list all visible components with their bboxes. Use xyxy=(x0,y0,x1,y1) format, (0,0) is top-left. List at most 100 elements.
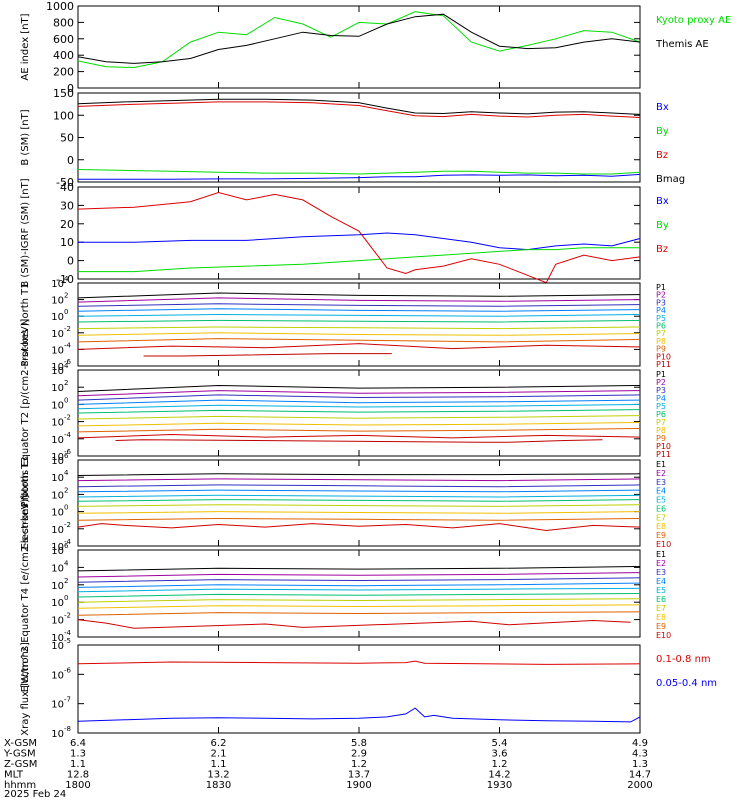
legend-entry: E2 xyxy=(656,559,666,568)
y-tick-label: 10 xyxy=(51,473,64,484)
y-tick-label-exponent: -2 xyxy=(64,325,71,333)
legend-entry: P11 xyxy=(656,450,671,459)
series-line xyxy=(77,504,641,507)
legend-entry: E4 xyxy=(656,487,666,496)
series-line xyxy=(77,566,641,572)
series-line xyxy=(77,587,641,593)
legend-entry: E8 xyxy=(656,613,666,622)
y-tick-label: 10 xyxy=(51,345,64,356)
x-axis-tick-label: 2000 xyxy=(627,780,652,791)
legend-entry: P3 xyxy=(656,386,666,395)
legend-entry: E4 xyxy=(656,577,666,586)
series-line xyxy=(77,394,641,401)
legend-entry: P11 xyxy=(656,360,671,369)
x-axis-tick-label: 13.7 xyxy=(348,770,370,781)
y-tick-label: 10 xyxy=(51,279,64,290)
y-tick-label: 10 xyxy=(51,418,64,429)
y-tick-label: 150 xyxy=(53,87,74,100)
x-axis-tick-label: 5.8 xyxy=(351,738,367,749)
series-line xyxy=(77,319,641,323)
x-axis-tick-label: 1.1 xyxy=(70,759,86,770)
y-tick-label-exponent: 0 xyxy=(64,396,68,404)
legend-entry: P2 xyxy=(656,378,666,387)
date-label: 2025 Feb 24 xyxy=(4,789,66,800)
y-tick-label-exponent: -4 xyxy=(64,538,72,546)
x-axis-row-label: Z-GSM xyxy=(4,759,37,770)
series-line xyxy=(77,191,641,284)
series-line xyxy=(78,173,641,180)
series-line xyxy=(77,303,641,307)
legend-entry: E5 xyxy=(656,586,666,595)
panel-frame xyxy=(77,459,641,547)
y-tick-label: 10 xyxy=(51,633,64,644)
x-axis-row-label: Y-GSM xyxy=(3,749,36,760)
y-tick-label: 10 xyxy=(51,329,64,340)
series-line xyxy=(77,517,641,521)
series-line xyxy=(77,399,641,405)
series-line xyxy=(77,511,641,514)
series-line xyxy=(77,292,641,299)
y-axis-label: B (SM) [nT] xyxy=(20,109,31,165)
series-line xyxy=(77,343,641,350)
y-axis-label: Electrons North T3 xyxy=(20,456,31,549)
legend-entry: 0.1-0.8 nm xyxy=(656,654,711,665)
legend-entry: P1 xyxy=(656,283,666,292)
y-tick-label: 10 xyxy=(51,700,64,711)
y-tick-label-exponent: -5 xyxy=(64,637,71,645)
y-tick-label-exponent: -6 xyxy=(64,448,72,456)
legend-entry: E9 xyxy=(656,622,666,631)
y-tick-label-exponent: 0 xyxy=(64,308,68,316)
y-tick-label: 40 xyxy=(60,181,74,194)
series-line xyxy=(78,247,640,273)
y-tick-label: 10 xyxy=(51,490,64,501)
y-tick-label: 10 xyxy=(51,581,64,592)
legend-entry: E7 xyxy=(656,604,666,613)
legend-entry: E3 xyxy=(656,568,666,577)
x-axis-tick-label: 14.7 xyxy=(629,770,651,781)
legend-entry: P4 xyxy=(656,394,666,403)
y-tick-label: 400 xyxy=(53,49,74,62)
y-tick-label-exponent: -4 xyxy=(64,431,72,439)
x-axis-tick-label: 5.4 xyxy=(492,738,508,749)
x-axis-tick-label: 1900 xyxy=(346,780,371,791)
y-tick-label: 800 xyxy=(53,16,74,29)
y-tick-label: 10 xyxy=(51,670,64,681)
legend-entry: E10 xyxy=(656,631,671,640)
x-axis-tick-label: 1800 xyxy=(65,780,90,791)
x-axis-row-label: MLT xyxy=(4,770,24,781)
y-tick-label: 10 xyxy=(51,383,64,394)
panel-frame xyxy=(77,549,641,638)
y-tick-label: 0 xyxy=(67,154,74,167)
y-tick-label-exponent: 0 xyxy=(64,504,68,512)
x-axis-row-label: hhmm xyxy=(4,780,36,791)
panel-frame xyxy=(77,369,641,457)
y-tick-label: 10 xyxy=(51,563,64,574)
y-tick-label: 10 xyxy=(51,296,64,307)
x-axis-tick-label: 12.8 xyxy=(67,770,89,781)
y-tick-label-exponent: 0 xyxy=(64,594,68,602)
series-line xyxy=(77,384,641,392)
y-tick-label-exponent: 4 xyxy=(64,559,69,567)
series-line xyxy=(77,619,631,629)
series-line xyxy=(77,11,641,69)
legend-entry: By xyxy=(656,126,669,137)
legend-entry: Kyoto proxy AE xyxy=(656,15,731,26)
legend-entry: E1 xyxy=(656,550,666,559)
y-tick-label: 20 xyxy=(60,218,74,231)
series-line xyxy=(77,473,641,476)
y-axis-label: Electrons Equator T4 [e/(cm2-s-sr-keV)] xyxy=(20,495,31,692)
legend-entry: P2 xyxy=(656,291,666,300)
x-axis-tick-label: 14.2 xyxy=(488,770,510,781)
legend-entry: E1 xyxy=(656,460,666,469)
y-tick-label: 10 xyxy=(51,366,64,377)
y-tick-label: 200 xyxy=(53,66,74,79)
y-tick-label-exponent: 6 xyxy=(64,542,69,550)
y-tick-label: 600 xyxy=(53,33,74,46)
series-line xyxy=(77,169,641,175)
y-tick-label: 10 xyxy=(51,598,64,609)
series-line xyxy=(77,297,641,303)
legend-entry: E3 xyxy=(656,478,666,487)
legend-entry: E2 xyxy=(656,469,666,478)
legend-entry: E5 xyxy=(656,496,666,505)
